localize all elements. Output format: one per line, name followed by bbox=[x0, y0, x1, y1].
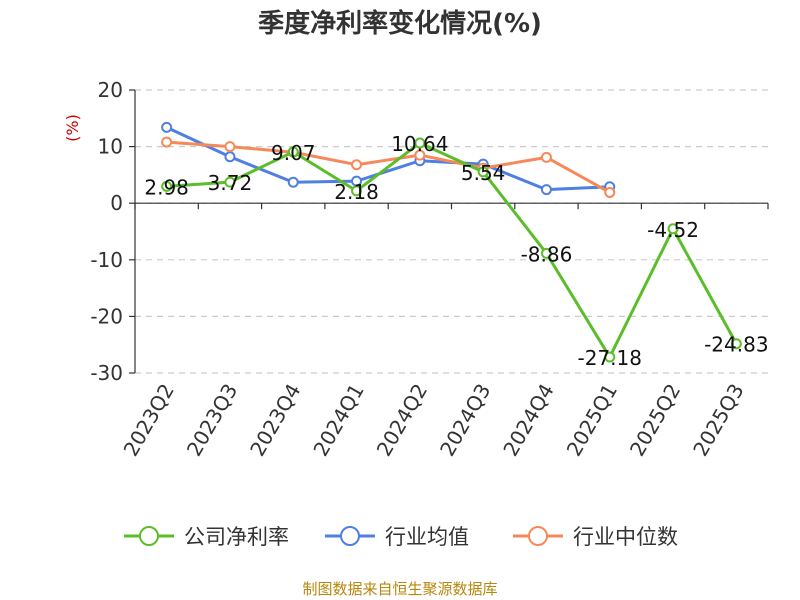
data-point bbox=[224, 141, 236, 153]
legend-label: 公司净利率 bbox=[184, 525, 289, 549]
chart-title: 季度净利率变化情况(%) bbox=[258, 8, 542, 39]
data-label: 2.98 bbox=[144, 175, 189, 199]
data-point bbox=[287, 176, 299, 188]
y-tick-label: 0 bbox=[110, 191, 123, 215]
data-label: -27.18 bbox=[578, 346, 642, 370]
legend-label: 行业均值 bbox=[385, 525, 469, 549]
data-label: 2.18 bbox=[334, 180, 379, 204]
data-point bbox=[540, 247, 552, 259]
x-tick-label: 2023Q4 bbox=[245, 380, 305, 461]
data-point bbox=[287, 146, 299, 158]
data-label: 10.64 bbox=[391, 132, 448, 156]
data-point bbox=[540, 151, 552, 163]
source-note: 制图数据来自恒生聚源数据库 bbox=[302, 580, 497, 598]
x-tick-label: 2024Q1 bbox=[308, 380, 368, 461]
series-line bbox=[166, 125, 610, 192]
series-line bbox=[166, 141, 738, 359]
data-point bbox=[604, 186, 616, 198]
data-point bbox=[161, 121, 173, 133]
x-tick-label: 2024Q3 bbox=[435, 380, 495, 461]
data-point bbox=[540, 184, 552, 196]
data-point bbox=[161, 180, 173, 192]
data-point bbox=[161, 136, 173, 148]
x-tick-label: 2025Q1 bbox=[562, 380, 622, 461]
x-tick-label: 2024Q2 bbox=[372, 380, 432, 461]
x-tick-label: 2023Q3 bbox=[182, 380, 242, 461]
data-point bbox=[604, 351, 616, 363]
legend-marker bbox=[139, 526, 159, 546]
data-point bbox=[351, 159, 363, 171]
y-tick-label: -20 bbox=[90, 304, 123, 328]
x-tick-label: 2023Q2 bbox=[119, 380, 179, 461]
legend-marker bbox=[340, 526, 360, 546]
y-tick-label: -30 bbox=[90, 361, 123, 385]
data-labels: 2.98 3.72 9.07 2.18 10.64 5.54 -8.86 -27.18 -4.5… bbox=[144, 132, 768, 370]
data-point bbox=[224, 151, 236, 163]
data-label: 5.54 bbox=[461, 161, 506, 185]
data-label: -8.86 bbox=[521, 242, 573, 266]
y-tick-label: 10 bbox=[98, 135, 123, 159]
y-tick-label: 20 bbox=[98, 78, 123, 102]
data-point bbox=[351, 185, 363, 197]
data-label: 9.07 bbox=[271, 141, 316, 165]
legend-label: 行业中位数 bbox=[573, 525, 678, 549]
x-tick-label: 2025Q2 bbox=[625, 380, 685, 461]
data-point bbox=[414, 137, 426, 149]
y-tick-label: -10 bbox=[90, 248, 123, 272]
x-tick-label: 2024Q4 bbox=[498, 380, 558, 461]
series-line bbox=[166, 140, 611, 194]
data-label: -24.83 bbox=[704, 333, 768, 357]
series-lines bbox=[161, 121, 742, 363]
data-label: -4.52 bbox=[647, 218, 699, 242]
data-point bbox=[414, 149, 426, 161]
legend-marker bbox=[528, 526, 548, 546]
data-label: 3.72 bbox=[208, 171, 253, 195]
data-point bbox=[477, 166, 489, 178]
x-tick-label: 2025Q3 bbox=[688, 380, 748, 461]
data-point bbox=[667, 223, 679, 235]
data-point bbox=[730, 338, 742, 350]
y-axis-label: (%) bbox=[63, 114, 82, 142]
data-point bbox=[224, 176, 236, 188]
legend: 公司净利率 行业均值 行业中位数 bbox=[124, 525, 678, 549]
